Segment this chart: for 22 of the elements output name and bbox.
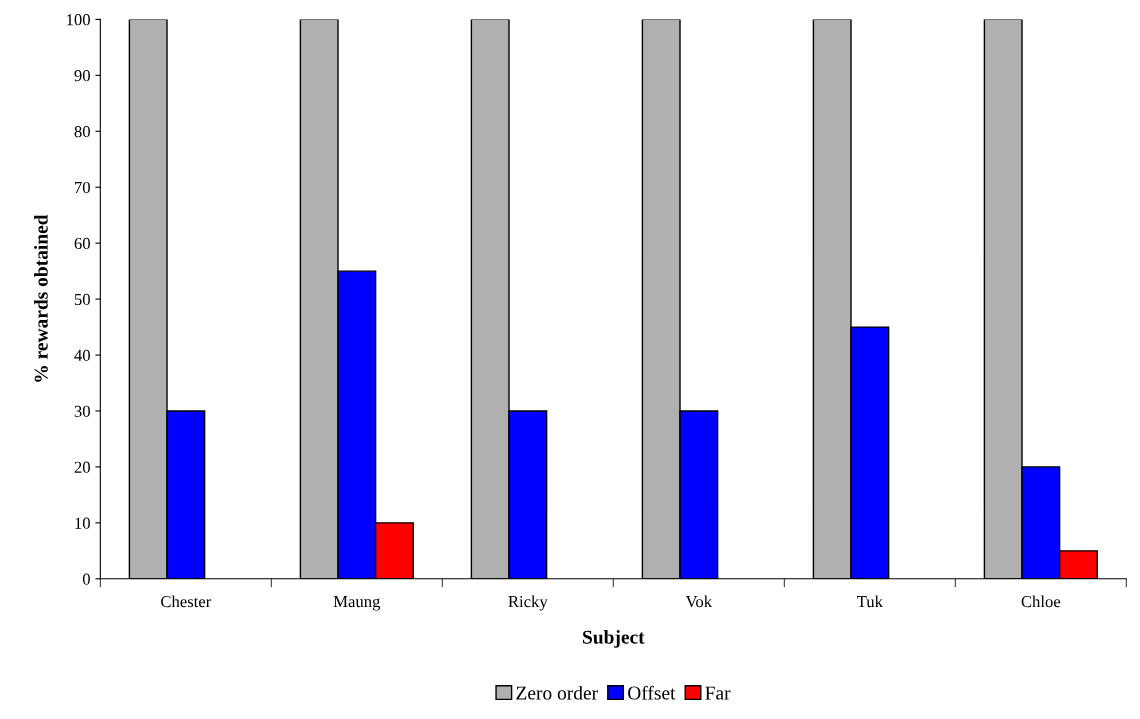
x-tick-label: Ricky (508, 595, 548, 611)
y-tick-label: 40 (74, 349, 90, 361)
y-tick-label: 0 (82, 573, 90, 585)
legend-label: Offset (628, 685, 676, 700)
y-tick-label: 20 (74, 461, 90, 473)
y-tick-label: 10 (75, 517, 90, 529)
x-tick-label: Vok (685, 595, 713, 608)
y-tick-label: 70 (75, 181, 90, 194)
x-tick-label: Chloe (1021, 595, 1061, 608)
legend-label: Far (705, 686, 731, 700)
x-tick-label: Tuk (856, 595, 883, 608)
y-tick-label: 30 (74, 405, 90, 417)
x-axis-title: Subject (583, 630, 645, 648)
y-tick-label: 90 (74, 70, 90, 82)
y-tick-label: 100 (67, 14, 90, 26)
y-axis-title: % rewards obtained (34, 214, 48, 382)
y-tick-label: 80 (74, 125, 90, 138)
x-tick-label: Maung (333, 596, 381, 611)
y-tick-label: 50 (74, 293, 90, 306)
x-tick-label: Chester (161, 595, 212, 608)
legend-label: Zero order (516, 685, 598, 700)
y-tick-label: 60 (74, 237, 90, 250)
